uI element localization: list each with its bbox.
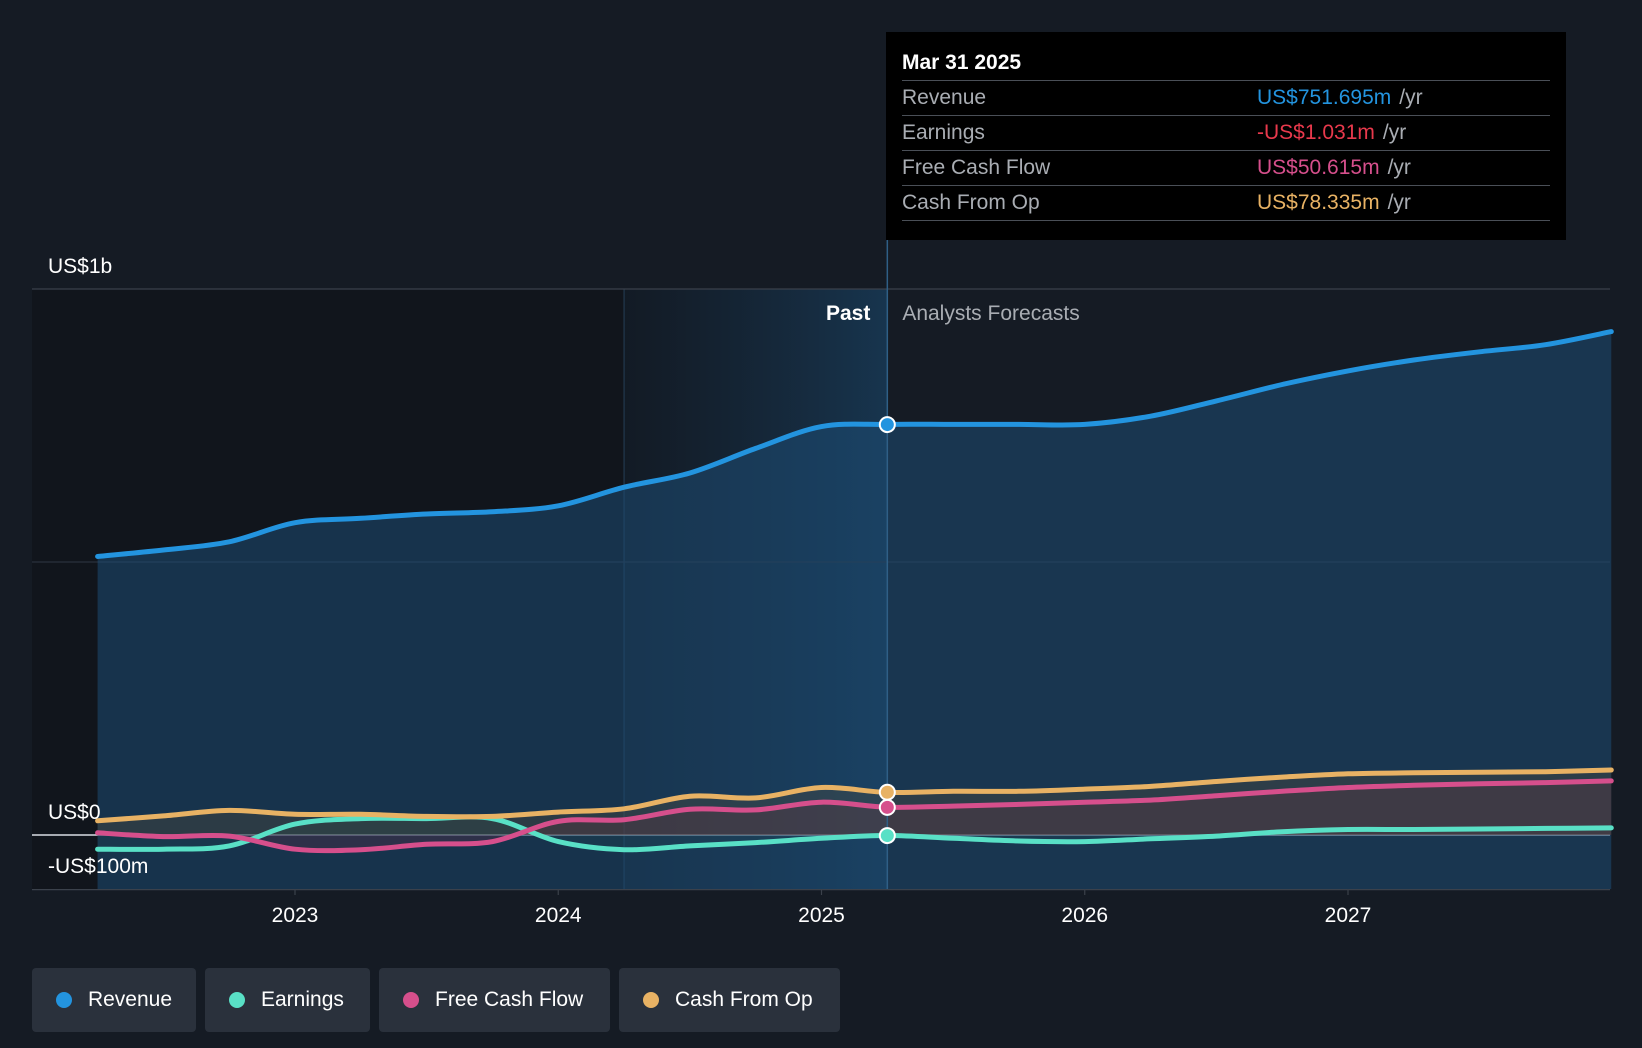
earnings-area (97, 816, 1612, 850)
legend-label: Free Cash Flow (435, 988, 584, 1011)
tooltip-value: US$751.695m (1257, 86, 1392, 109)
highlight-markers (878, 416, 896, 845)
tooltip-value: -US$1.031m (1257, 121, 1375, 144)
x-tick-label: 2023 (272, 904, 319, 927)
legend-item-free-cash-flow[interactable]: Free Cash Flow (379, 968, 610, 1032)
y-tick-label: -US$100m (48, 855, 148, 878)
earnings-line (95, 814, 1614, 853)
legend-item-revenue[interactable]: Revenue (32, 968, 196, 1032)
revenue-area (97, 331, 1612, 890)
x-tick-label: 2024 (535, 904, 582, 927)
legend-label: Revenue (87, 988, 172, 1011)
tooltip-row-free-cash-flow: Free Cash Flow US$50.615m /yr (902, 151, 1550, 186)
cash-from-op-line (95, 767, 1614, 824)
data-tooltip: Mar 31 2025 Revenue US$751.695m /yr Earn… (886, 32, 1566, 240)
y-tick-label: US$0 (48, 801, 101, 824)
free-cash-flow-marker (878, 798, 896, 816)
earnings-marker (878, 827, 896, 845)
revenue-marker (878, 416, 896, 434)
chart-legend: Revenue Earnings Free Cash Flow Cash Fro… (32, 968, 840, 1032)
x-tick-label: 2025 (798, 904, 845, 927)
tooltip-value: US$78.335m (1257, 191, 1380, 214)
legend-dot-icon (643, 992, 659, 1008)
tooltip-date: Mar 31 2025 (902, 46, 1550, 81)
tooltip-label: Earnings (902, 121, 985, 144)
revenue-line (95, 329, 1614, 559)
series-lines (95, 329, 1614, 854)
tooltip-label: Free Cash Flow (902, 156, 1051, 179)
axis-labels: US$1b US$0 -US$100m 2023 2024 2025 2026 2027 Pas… (48, 255, 1371, 927)
tooltip-unit: /yr (1387, 191, 1411, 214)
past-label: Past (826, 302, 870, 325)
legend-label: Earnings (261, 988, 344, 1011)
legend-dot-icon (229, 992, 245, 1008)
legend-item-cash-from-op[interactable]: Cash From Op (619, 968, 840, 1032)
tooltip-unit: /yr (1399, 86, 1423, 109)
tooltip-value: US$50.615m (1257, 156, 1380, 179)
free-cash-flow-line (95, 778, 1614, 854)
tooltip-row-revenue: Revenue US$751.695m /yr (902, 81, 1550, 116)
x-tick-label: 2027 (1325, 904, 1372, 927)
tooltip-label: Cash From Op (902, 191, 1040, 214)
legend-item-earnings[interactable]: Earnings (205, 968, 370, 1032)
x-tick-label: 2026 (1061, 904, 1108, 927)
legend-dot-icon (403, 992, 419, 1008)
cash-from-op-marker (878, 783, 896, 801)
tooltip-unit: /yr (1387, 156, 1411, 179)
forecast-label: Analysts Forecasts (902, 302, 1079, 325)
y-tick-label: US$1b (48, 255, 112, 278)
tooltip-label: Revenue (902, 86, 987, 109)
legend-dot-icon (56, 992, 72, 1008)
tooltip-unit: /yr (1382, 121, 1407, 144)
legend-label: Cash From Op (675, 988, 813, 1011)
tooltip-row-earnings: Earnings -US$1.031m /yr (902, 116, 1550, 151)
tooltip-row-cash-from-op: Cash From Op US$78.335m /yr (902, 186, 1550, 221)
